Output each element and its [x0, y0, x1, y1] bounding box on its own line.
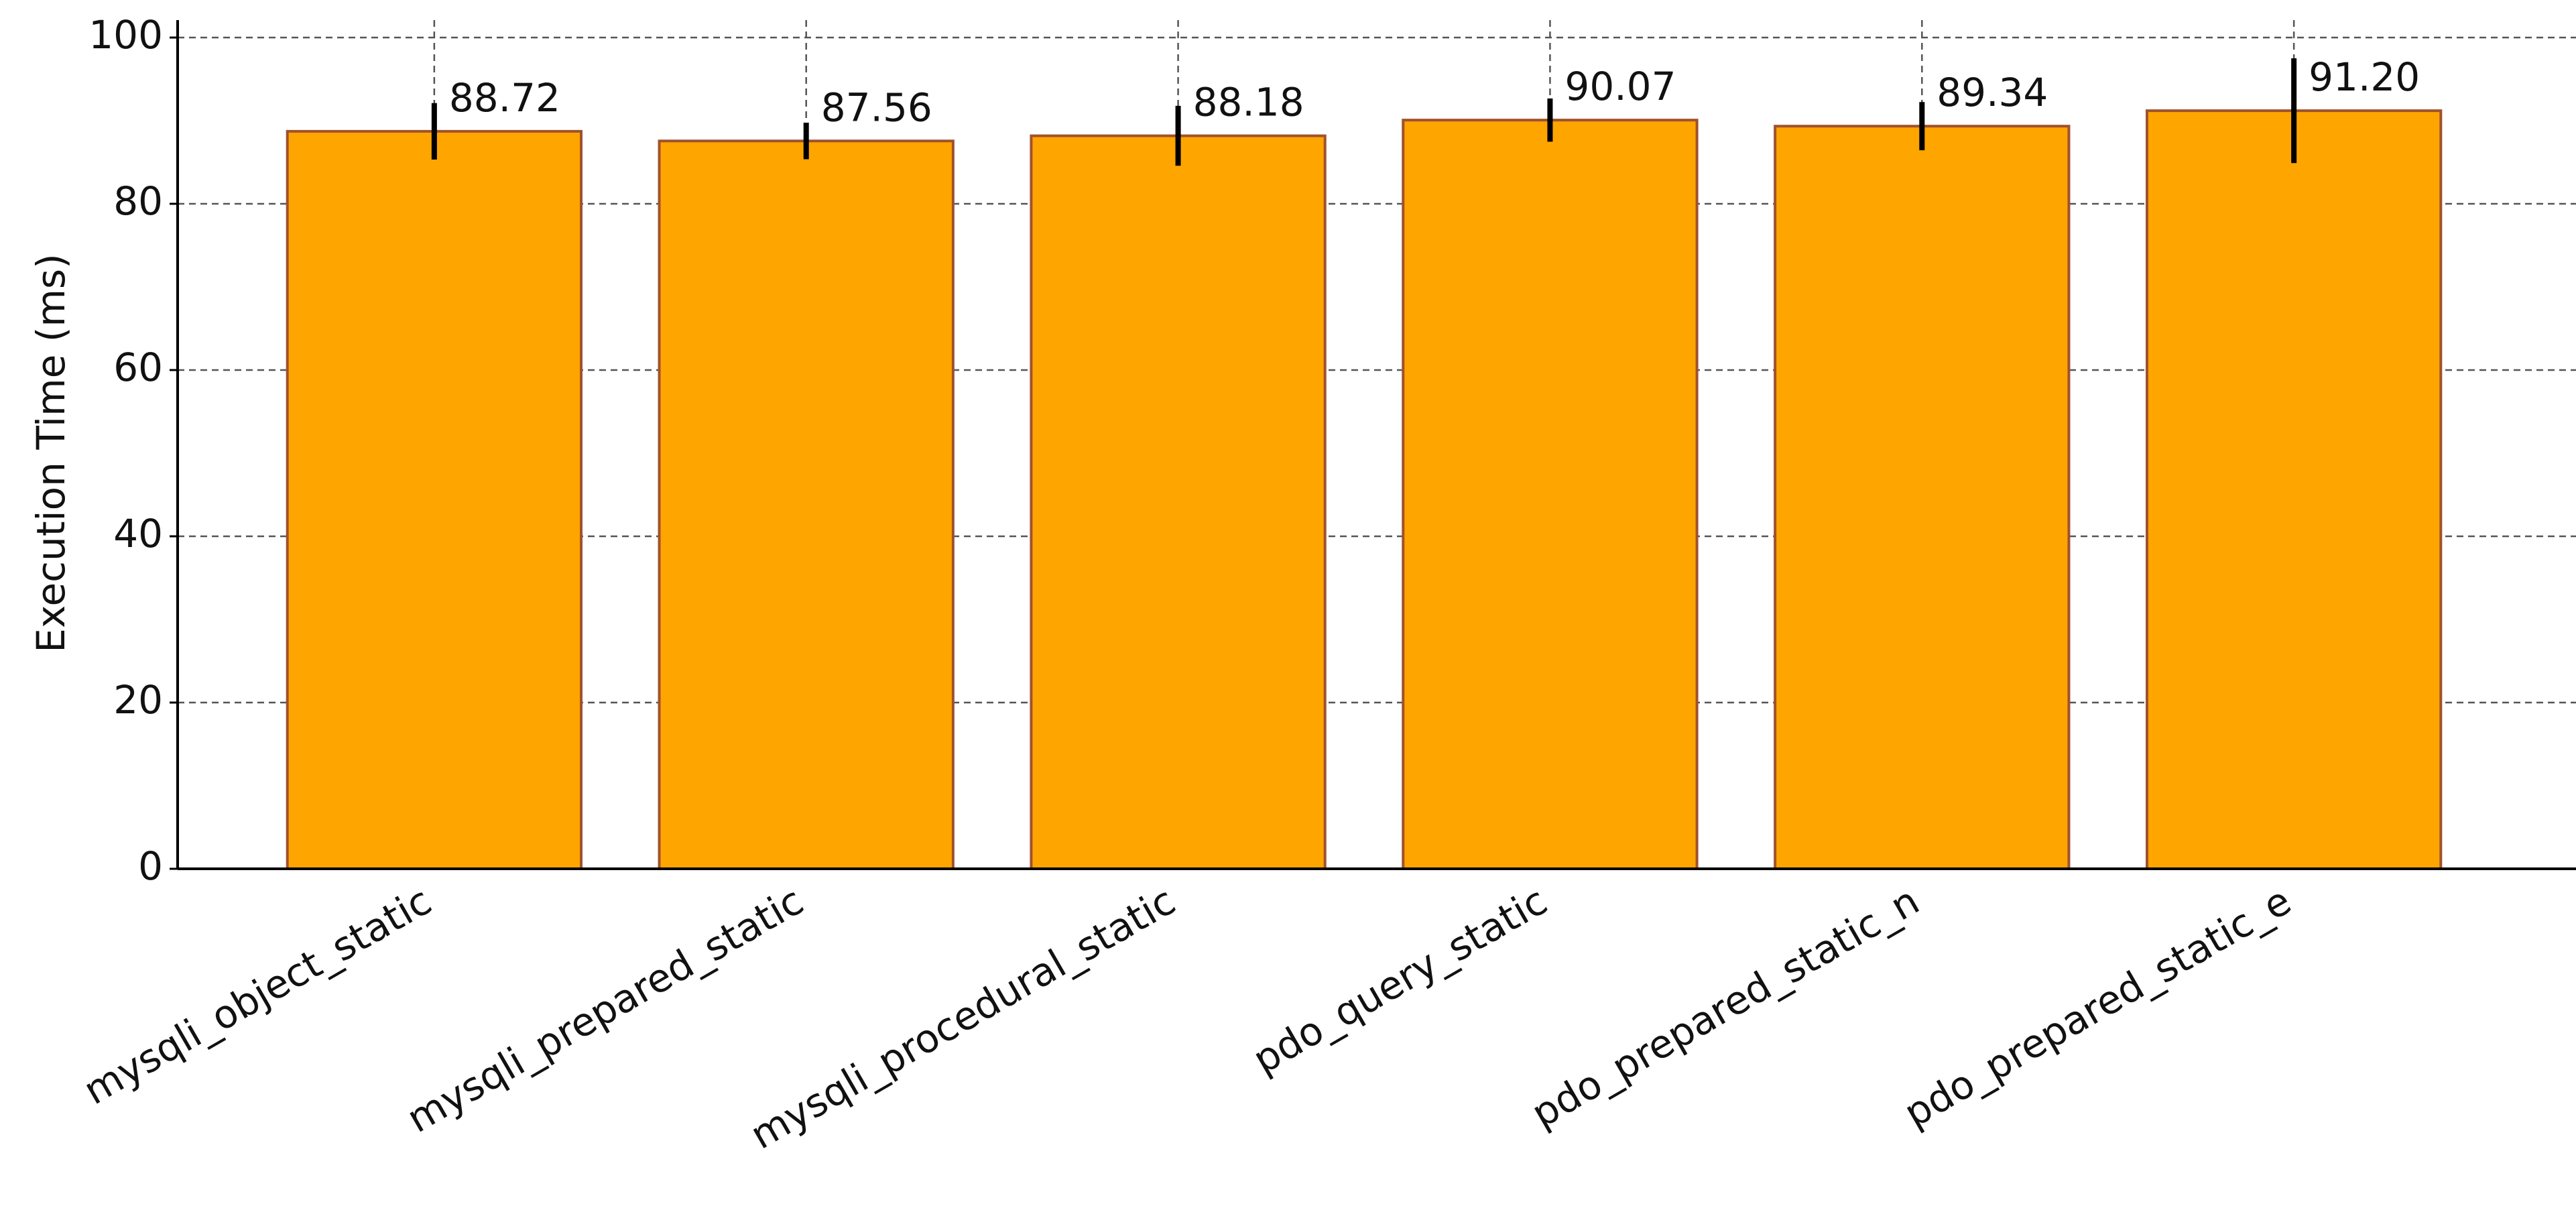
- bar: [1030, 134, 1327, 870]
- x-tick-label: pdo_query_static: [1245, 878, 1555, 1083]
- bar: [1402, 119, 1699, 871]
- bar: [1774, 125, 2071, 871]
- bar: [658, 139, 955, 871]
- y-axis-label: Execution Time (ms): [28, 253, 74, 652]
- y-tick-label: 80: [113, 178, 163, 224]
- value-label: 90.07: [1565, 64, 1676, 109]
- y-tick-label: 0: [138, 843, 163, 889]
- bar: [2145, 109, 2443, 870]
- value-label: 89.34: [1937, 70, 2048, 115]
- x-tick-label: mysqli_procedural_static: [743, 878, 1183, 1158]
- x-tick-label: pdo_prepared_static_n: [1524, 878, 1926, 1136]
- y-tick-label: 40: [113, 511, 163, 556]
- bar: [286, 129, 583, 871]
- value-label: 91.20: [2309, 54, 2420, 100]
- y-tick-label: 60: [113, 345, 163, 390]
- value-label: 87.56: [821, 84, 932, 130]
- value-label: 88.72: [449, 75, 560, 121]
- y-tick-label: 100: [88, 12, 163, 58]
- x-tick-label: mysqli_prepared_static: [400, 878, 811, 1142]
- x-tick-label: pdo_prepared_static_e: [1896, 878, 2298, 1136]
- value-label: 88.18: [1193, 80, 1304, 125]
- x-tick-label: mysqli_object_static: [76, 878, 439, 1113]
- y-tick-label: 20: [113, 677, 163, 723]
